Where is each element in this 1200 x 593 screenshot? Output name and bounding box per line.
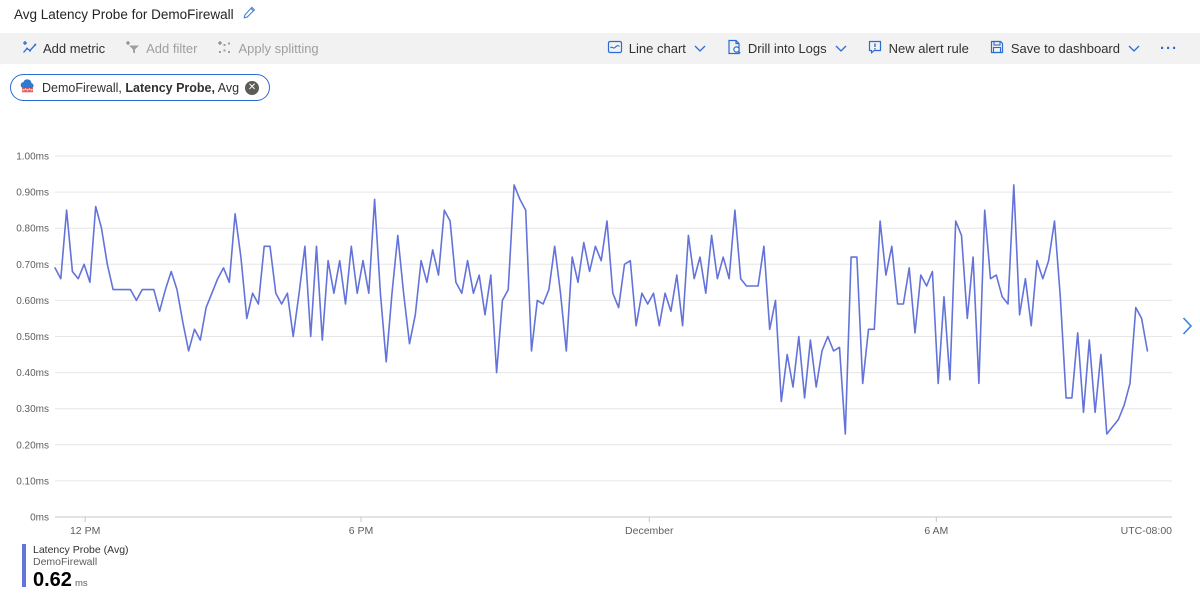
new-alert-rule-button[interactable]: New alert rule: [859, 35, 977, 62]
y-axis-tick-label: 0.10ms: [16, 476, 49, 487]
x-axis-tick-label: 6 AM: [924, 525, 948, 537]
x-axis-tick-label: December: [625, 525, 674, 537]
pill-resource: DemoFirewall,: [42, 80, 122, 95]
apply-splitting-icon: [217, 40, 232, 58]
title-row: Avg Latency Probe for DemoFirewall: [14, 5, 257, 23]
y-axis-tick-label: 0.90ms: [16, 188, 49, 199]
chart-toolbar: Add metric Add filter: [0, 33, 1200, 64]
legend-resource-name: DemoFirewall: [33, 556, 98, 568]
legend-average-value: 0.62: [33, 569, 72, 591]
pencil-icon: [242, 5, 257, 23]
toolbar-right-group: Line chart Drill into Logs: [599, 35, 1186, 62]
edit-title-button[interactable]: [242, 5, 257, 23]
drill-into-logs-icon: [726, 39, 742, 58]
remove-metric-button[interactable]: ✕: [245, 80, 260, 95]
drill-into-logs-button[interactable]: Drill into Logs: [718, 35, 855, 62]
add-metric-button[interactable]: Add metric: [14, 36, 113, 62]
chart-legend[interactable]: Latency Probe (Avg) DemoFirewall 0.62 ms: [22, 544, 129, 591]
new-alert-rule-label: New alert rule: [888, 41, 969, 56]
line-chart-icon: [607, 39, 623, 58]
firewall-icon: [19, 79, 36, 96]
y-axis-tick-label: 0.20ms: [16, 440, 49, 451]
y-axis-tick-label: 0.70ms: [16, 260, 49, 271]
add-metric-icon: [22, 40, 37, 58]
new-alert-rule-icon: [867, 39, 883, 58]
timezone-label: UTC-08:00: [1121, 525, 1173, 537]
add-filter-label: Add filter: [146, 41, 198, 56]
toolbar-left-group: Add metric Add filter: [14, 36, 327, 62]
apply-splitting-label: Apply splitting: [238, 41, 319, 56]
x-axis-tick-label: 12 PM: [70, 525, 100, 537]
save-icon: [989, 39, 1005, 58]
close-icon: ✕: [247, 81, 257, 93]
metric-chart-canvas[interactable]: 1.00ms 0.90ms 0.80ms 0.70ms 0.60ms 0.50ms 0.40…: [0, 137, 1200, 549]
legend-unit: ms: [74, 578, 88, 589]
y-axis-tick-label: 1.00ms: [16, 152, 49, 163]
y-axis-tick-label: 0.30ms: [16, 404, 49, 415]
ellipsis-icon: ···: [1160, 40, 1178, 57]
metric-pill-row: DemoFirewall, Latency Probe, Avg ✕: [10, 74, 271, 101]
y-axis-tick-label: 0.60ms: [16, 296, 49, 307]
pill-text: DemoFirewall, Latency Probe, Avg: [42, 81, 239, 95]
more-options-button[interactable]: ···: [1152, 36, 1186, 61]
legend-metric-name: Latency Probe (Avg): [33, 544, 129, 556]
y-axis-tick-label: 0.40ms: [16, 368, 49, 379]
chevron-down-icon: [694, 45, 706, 52]
y-axis-tick-label: 0.80ms: [16, 224, 49, 235]
save-to-dashboard-button[interactable]: Save to dashboard: [981, 35, 1148, 62]
pill-aggregation: Avg: [217, 80, 240, 95]
chevron-right-icon: [1182, 317, 1193, 339]
y-axis-tick-label: 0ms: [30, 513, 49, 524]
legend-texts: Latency Probe (Avg) DemoFirewall 0.62 ms: [33, 544, 129, 591]
chart-type-button[interactable]: Line chart: [599, 35, 714, 62]
x-axis-tick-label: 6 PM: [349, 525, 374, 537]
save-to-dashboard-label: Save to dashboard: [1010, 41, 1120, 56]
next-chart-button[interactable]: [1182, 316, 1193, 339]
add-metric-label: Add metric: [43, 41, 106, 56]
chevron-down-icon: [835, 45, 847, 52]
add-filter-button[interactable]: Add filter: [117, 36, 205, 62]
metric-pill[interactable]: DemoFirewall, Latency Probe, Avg ✕: [10, 74, 271, 101]
legend-color-bar: [22, 544, 26, 587]
drill-into-logs-label: Drill into Logs: [747, 41, 827, 56]
legend-value-row: 0.62 ms: [33, 569, 129, 591]
page-title: Avg Latency Probe for DemoFirewall: [14, 6, 234, 22]
chart-type-label: Line chart: [628, 41, 686, 56]
metric-line-series: [54, 184, 1149, 435]
chevron-down-icon: [1128, 45, 1140, 52]
apply-splitting-button[interactable]: Apply splitting: [209, 36, 326, 62]
pill-metric: Latency Probe,: [125, 80, 215, 95]
add-filter-icon: [125, 40, 140, 58]
y-axis-tick-label: 0.50ms: [16, 332, 49, 343]
